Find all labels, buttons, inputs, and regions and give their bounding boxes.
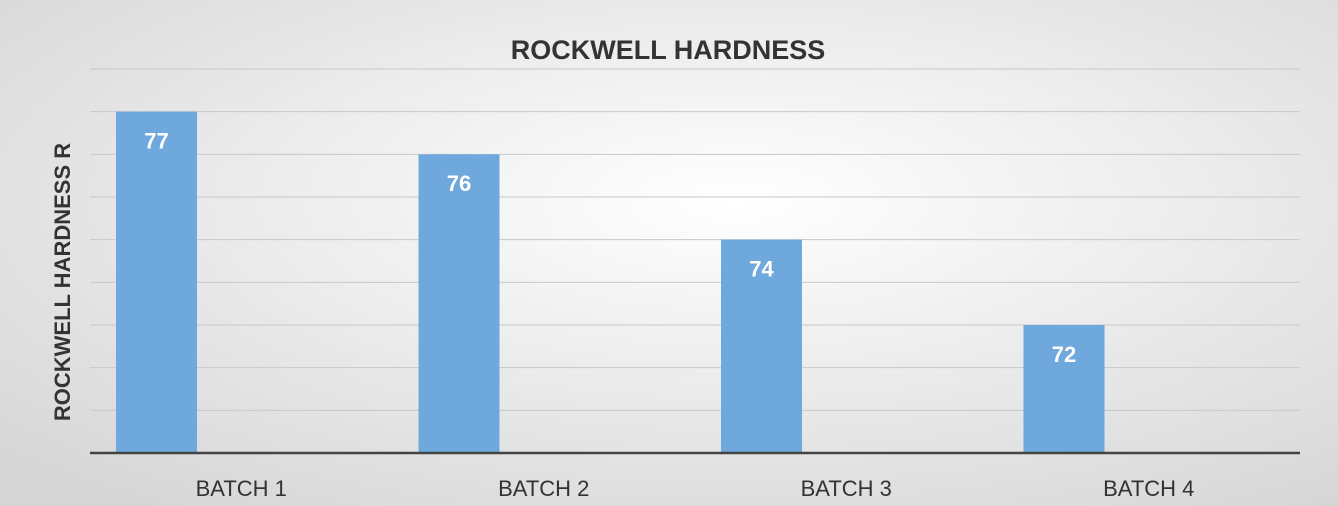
data-label: 76 bbox=[447, 171, 471, 196]
x-tick-label: BATCH 3 bbox=[801, 476, 892, 501]
x-tick-label: BATCH 4 bbox=[1103, 476, 1194, 501]
x-tick-label: BATCH 2 bbox=[498, 476, 589, 501]
chart-title: ROCKWELL HARDNESS bbox=[511, 35, 826, 65]
bar bbox=[116, 111, 197, 454]
bar bbox=[721, 239, 802, 453]
data-label: 72 bbox=[1052, 342, 1076, 367]
data-label: 77 bbox=[144, 128, 168, 153]
data-label: 74 bbox=[749, 256, 774, 281]
x-tick-label: BATCH 1 bbox=[196, 476, 287, 501]
bar bbox=[418, 154, 500, 454]
bar bbox=[1023, 325, 1105, 453]
y-axis-label: ROCKWELL HARDNESS R bbox=[50, 143, 75, 421]
